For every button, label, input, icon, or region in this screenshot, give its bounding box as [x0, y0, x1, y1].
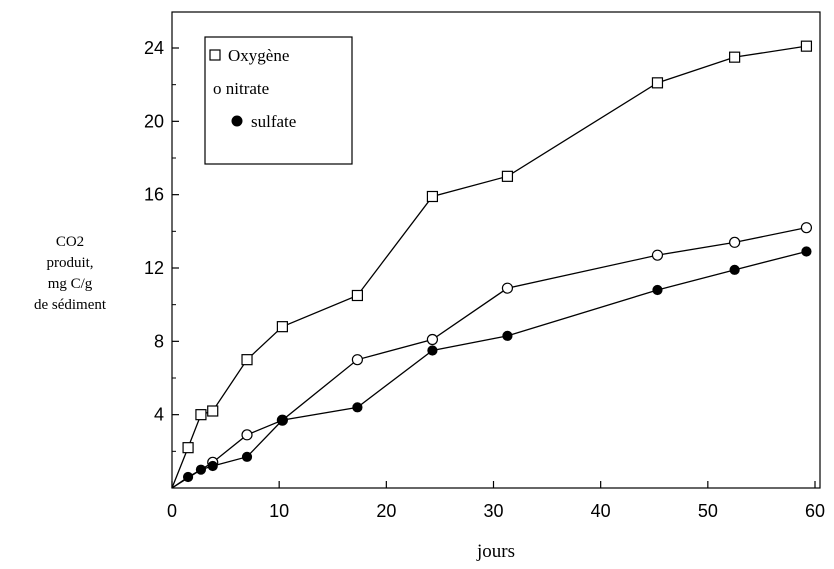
plot-frame	[171, 11, 821, 489]
data-point	[207, 405, 219, 417]
y-tick-label: 24	[144, 38, 164, 58]
y-axis-label-line: produit,	[46, 255, 94, 271]
x-tick-label: 60	[805, 501, 825, 521]
series-line-sulfate	[171, 250, 807, 489]
legend-marker-oxygene	[209, 49, 221, 61]
x-tick-label: 50	[698, 501, 718, 521]
data-point	[351, 354, 363, 366]
data-point	[426, 190, 439, 203]
y-tick-label: 4	[154, 405, 164, 425]
legend-marker-sulfate	[231, 115, 243, 127]
y-tick-label: 16	[144, 185, 164, 205]
data-point	[241, 354, 253, 366]
data-point	[801, 246, 812, 257]
data-point	[800, 222, 813, 234]
legend-label-nitrate: o nitrate	[213, 79, 269, 98]
y-axis-label-line: CO2	[55, 234, 85, 250]
x-tick-label: 20	[376, 501, 396, 521]
data-point	[277, 415, 288, 426]
legend-label-oxygene: Oxygène	[228, 46, 289, 65]
data-point	[352, 402, 363, 413]
data-point	[501, 282, 514, 294]
data-point	[241, 429, 253, 441]
data-point	[501, 170, 514, 182]
x-tick-label: 30	[483, 501, 503, 521]
x-axis-label: jours	[476, 541, 515, 562]
data-point	[276, 321, 288, 333]
data-point	[351, 289, 363, 302]
data-point	[195, 464, 207, 475]
x-tick-label: 40	[591, 501, 611, 521]
data-point	[427, 345, 438, 356]
legend-label-sulfate: sulfate	[251, 112, 296, 131]
legend: Oxygène o nitrate sulfate	[204, 36, 353, 165]
x-tick-label: 10	[269, 501, 289, 521]
data-point	[182, 442, 194, 454]
legend-box	[204, 36, 353, 165]
y-tick-label: 12	[144, 258, 164, 278]
y-tick-label: 8	[154, 331, 164, 351]
data-point	[800, 40, 813, 52]
data-point	[207, 460, 218, 472]
y-tick-label: 20	[144, 111, 164, 131]
series-layer	[171, 40, 813, 489]
tick-layer: 0 10 20 30 40 50 60 4 8 12 16 20 24	[144, 38, 825, 521]
data-point	[651, 77, 664, 89]
y-axis-label-line: de sédiment	[33, 297, 107, 313]
data-point	[729, 51, 741, 63]
data-point	[651, 249, 664, 261]
x-tick-label: 0	[167, 501, 177, 521]
data-point	[502, 330, 513, 341]
y-axis-label: CO2 produit, mg C/g de sédiment	[0, 232, 140, 316]
data-point	[426, 333, 439, 346]
data-point	[652, 284, 663, 296]
data-point	[182, 471, 194, 483]
y-axis-label-line: mg C/g	[47, 276, 93, 292]
data-point	[729, 264, 740, 275]
data-point	[729, 236, 741, 248]
series-line-nitrate	[171, 227, 807, 489]
data-point	[241, 451, 253, 462]
data-point	[195, 409, 207, 421]
